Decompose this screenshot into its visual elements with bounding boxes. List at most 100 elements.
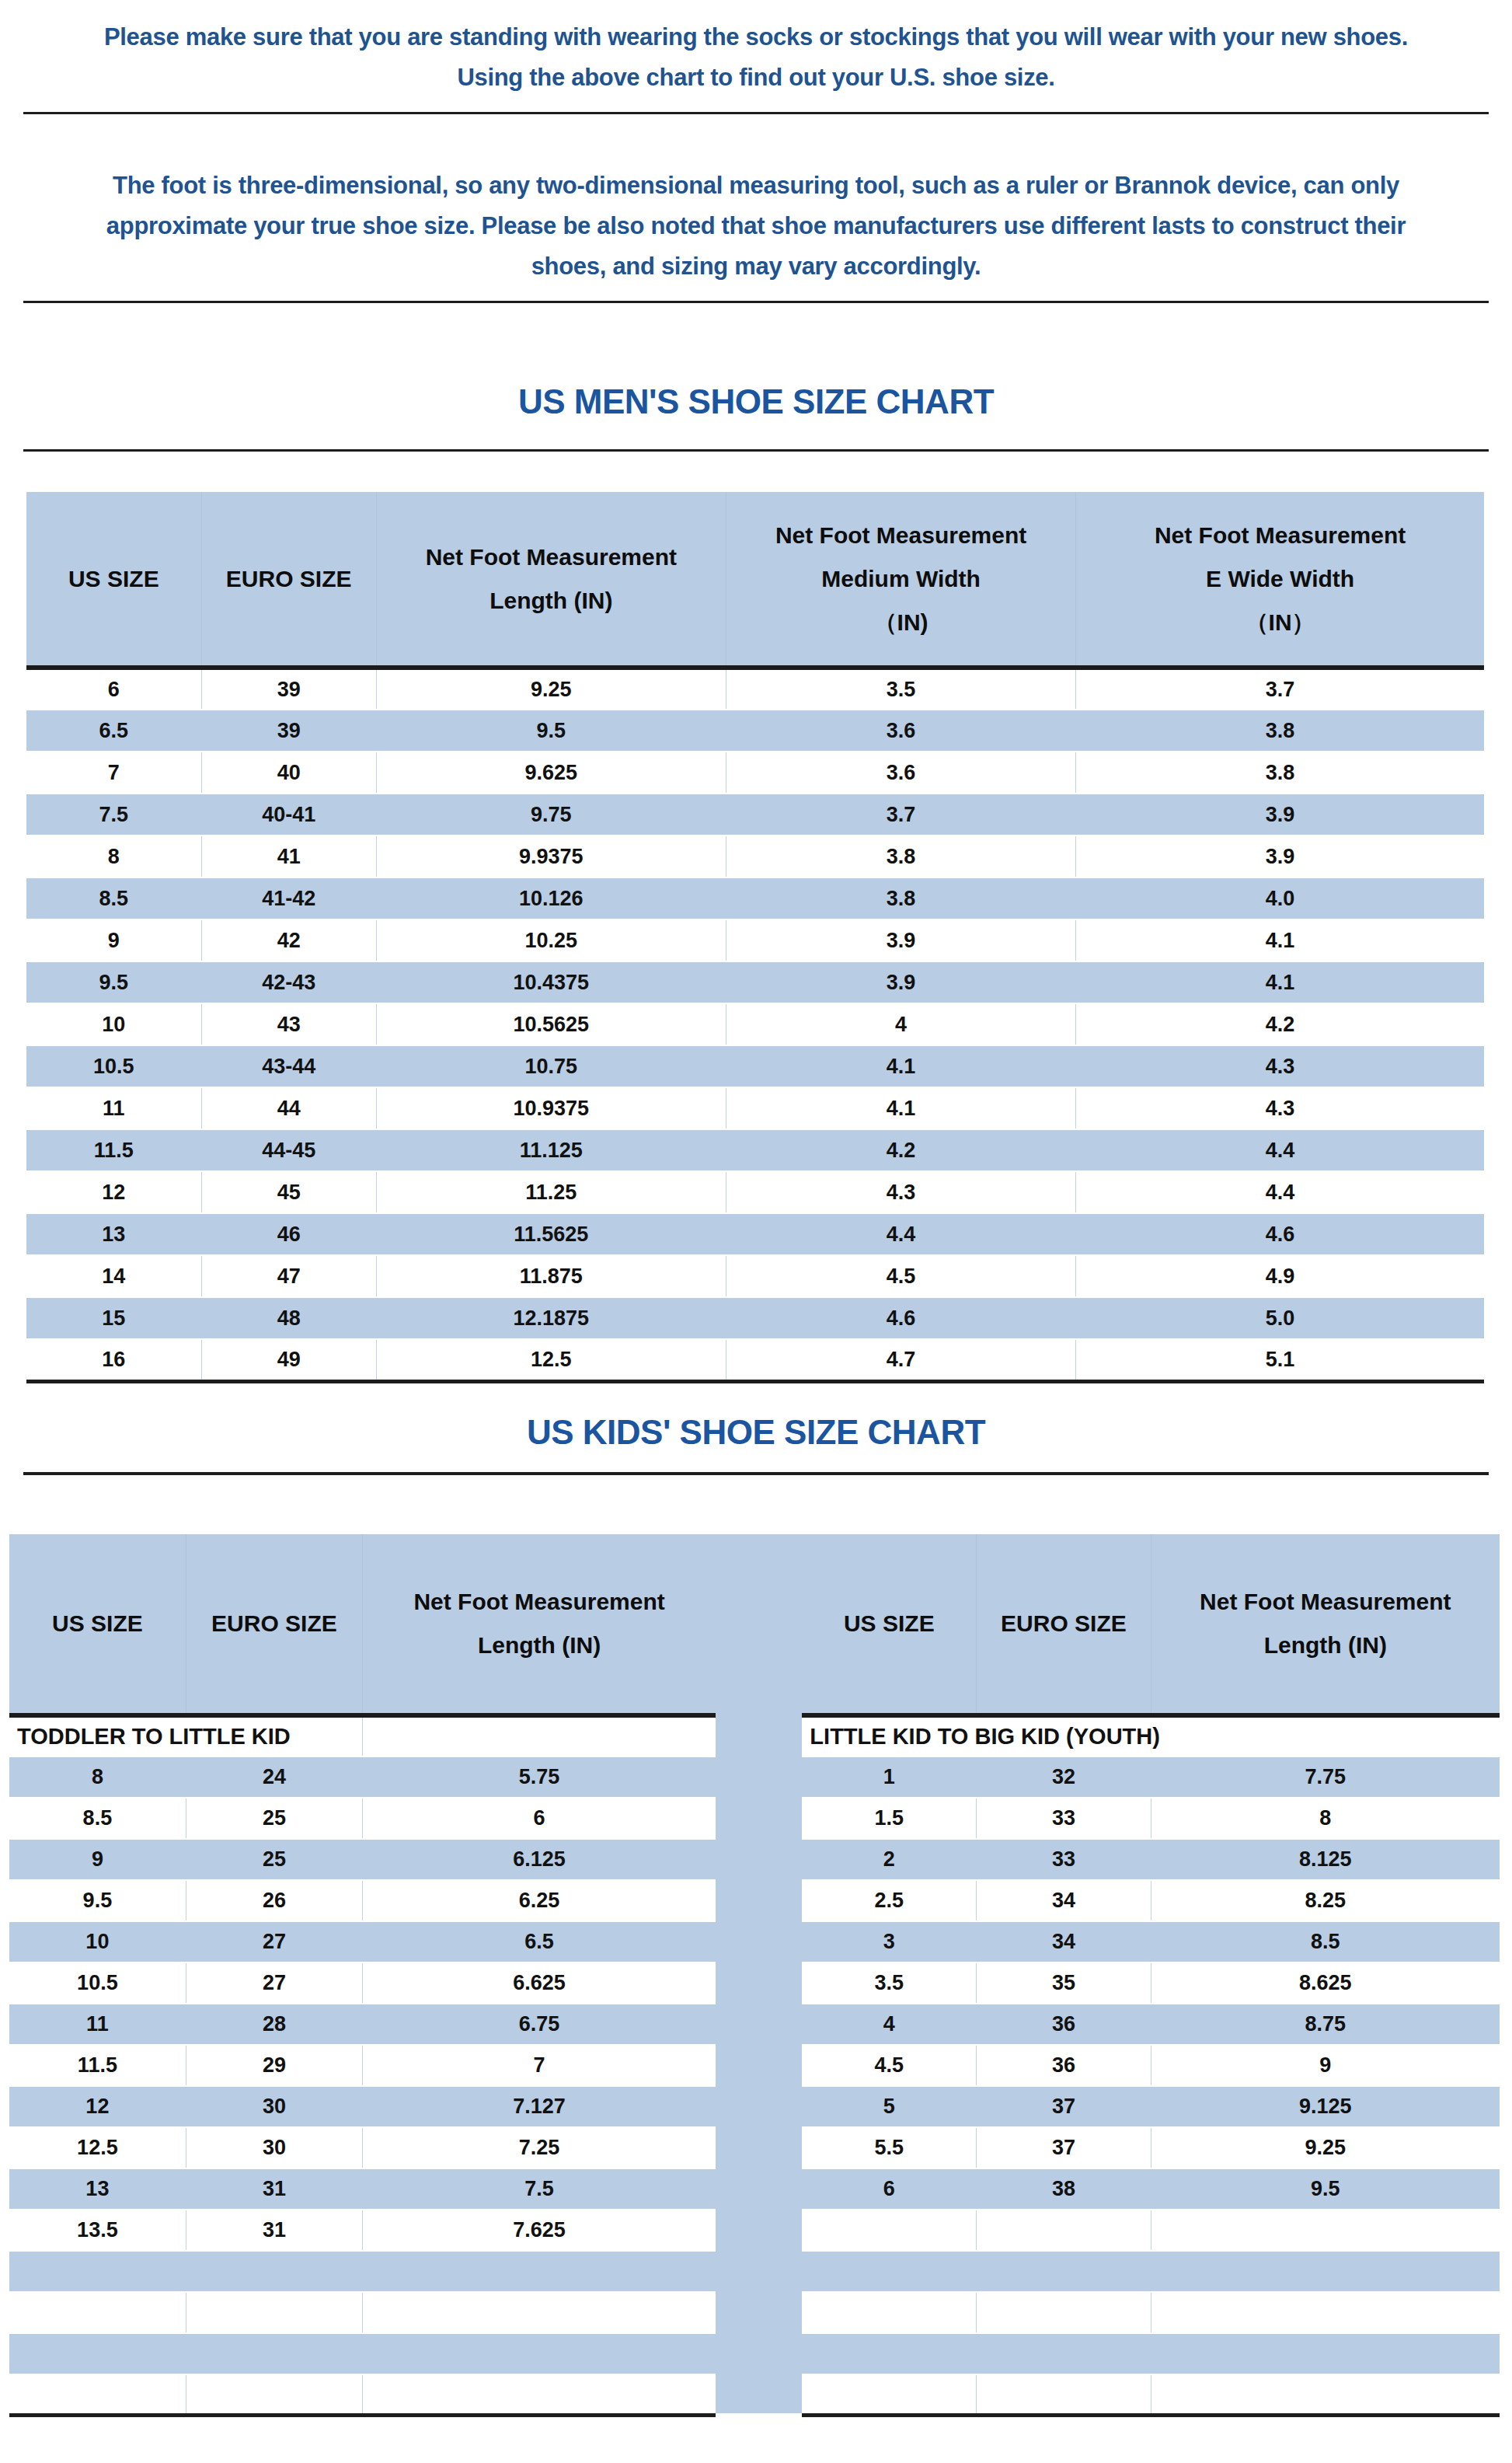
table-cell: 4.7 bbox=[726, 1339, 1075, 1381]
table-cell: 8.5 bbox=[26, 877, 201, 919]
table-cell: 25 bbox=[186, 1839, 362, 1880]
column-header: Net Foot Measurement E Wide Width （IN） bbox=[1076, 492, 1484, 668]
table-row: 6389.5 bbox=[802, 2168, 1500, 2210]
table-cell: 10.25 bbox=[376, 919, 726, 961]
table-cell bbox=[977, 2251, 1151, 2292]
table-cell: 3.7 bbox=[1076, 668, 1484, 710]
table-cell: 36 bbox=[977, 2004, 1151, 2045]
section-divider-line bbox=[23, 1472, 1489, 1475]
table-row: 7409.6253.63.8 bbox=[26, 752, 1484, 794]
table-row bbox=[802, 2374, 1500, 2416]
table-cell: 9 bbox=[9, 1839, 186, 1880]
table-row: 13.5317.625 bbox=[9, 2210, 716, 2251]
table-cell bbox=[1151, 2374, 1500, 2416]
table-cell: 8.125 bbox=[1151, 1839, 1500, 1880]
column-header: US SIZE bbox=[26, 492, 201, 668]
table-cell: 8.75 bbox=[1151, 2004, 1500, 2045]
mens-chart-title: US MEN'S SHOE SIZE CHART bbox=[0, 382, 1512, 421]
table-cell: 3.8 bbox=[1076, 710, 1484, 752]
table-cell: 12.5 bbox=[9, 2127, 186, 2168]
table-cell: 4.2 bbox=[726, 1129, 1075, 1171]
table-cell: 1.5 bbox=[802, 1798, 976, 1839]
table-cell: 9.5 bbox=[9, 1880, 186, 1921]
kids-right-section-row: LITTLE KID TO BIG KID (YOUTH) bbox=[802, 1715, 1500, 1757]
table-cell: 11.5625 bbox=[376, 1213, 726, 1255]
table-cell: 11.125 bbox=[376, 1129, 726, 1171]
column-header: Net Foot Measurement Length (IN) bbox=[363, 1534, 716, 1715]
table-row: 1.5338 bbox=[802, 1798, 1500, 1839]
table-row bbox=[9, 2333, 716, 2374]
table-cell: 3.8 bbox=[1076, 752, 1484, 794]
mens-size-table-container: US SIZEEURO SIZENet Foot Measurement Len… bbox=[26, 492, 1484, 1383]
table-row: 5379.125 bbox=[802, 2086, 1500, 2127]
table-row: 3.5358.625 bbox=[802, 1962, 1500, 2004]
table-cell: 7.5 bbox=[363, 2168, 716, 2210]
table-cell: 43-44 bbox=[201, 1045, 376, 1087]
table-row: 4.5369 bbox=[802, 2045, 1500, 2086]
table-cell: 7.5 bbox=[26, 794, 201, 836]
table-cell bbox=[363, 2292, 716, 2333]
section-divider-line bbox=[23, 449, 1489, 452]
table-cell: 3.9 bbox=[1076, 794, 1484, 836]
table-cell: 8.625 bbox=[1151, 1962, 1500, 2004]
table-cell: 44-45 bbox=[201, 1129, 376, 1171]
table-row: 12.5307.25 bbox=[9, 2127, 716, 2168]
table-cell: 9.25 bbox=[376, 668, 726, 710]
table-row: 6399.253.53.7 bbox=[26, 668, 1484, 710]
mens-size-table: US SIZEEURO SIZENet Foot Measurement Len… bbox=[26, 492, 1484, 1383]
kids-toddler-size-table: US SIZEEURO SIZENet Foot Measurement Len… bbox=[9, 1534, 716, 2418]
kids-left-section-row: TODDLER TO LITTLE KID bbox=[9, 1715, 716, 1757]
table-cell: 39 bbox=[201, 710, 376, 752]
table-cell: 44 bbox=[201, 1087, 376, 1129]
table-cell: 4.3 bbox=[1076, 1045, 1484, 1087]
table-row: 154812.18754.65.0 bbox=[26, 1297, 1484, 1339]
column-header: EURO SIZE bbox=[977, 1534, 1151, 1715]
table-cell: 14 bbox=[26, 1255, 201, 1297]
table-cell: 11.25 bbox=[376, 1171, 726, 1213]
table-cell: 4 bbox=[802, 2004, 976, 2045]
table-row bbox=[9, 2251, 716, 2292]
table-cell: 4.2 bbox=[1076, 1003, 1484, 1045]
table-row: 10.5276.625 bbox=[9, 1962, 716, 2004]
table-cell bbox=[9, 2374, 186, 2416]
table-cell: 8.25 bbox=[1151, 1880, 1500, 1921]
table-cell: 47 bbox=[201, 1255, 376, 1297]
table-cell: 8 bbox=[26, 836, 201, 877]
table-cell: 6 bbox=[802, 2168, 976, 2210]
table-cell: 12.1875 bbox=[376, 1297, 726, 1339]
table-cell: 4.6 bbox=[1076, 1213, 1484, 1255]
table-cell: 31 bbox=[186, 2210, 362, 2251]
table-cell: 33 bbox=[977, 1839, 1151, 1880]
table-cell: 2.5 bbox=[802, 1880, 976, 1921]
table-cell: 11.5 bbox=[9, 2045, 186, 2086]
table-cell bbox=[977, 2292, 1151, 2333]
table-cell: 10.5 bbox=[9, 1962, 186, 2004]
table-cell: 9 bbox=[26, 919, 201, 961]
table-cell bbox=[363, 2374, 716, 2416]
table-cell bbox=[9, 2292, 186, 2333]
table-row: 94210.253.94.1 bbox=[26, 919, 1484, 961]
table-cell: 3.7 bbox=[726, 794, 1075, 836]
table-row: 8245.75 bbox=[9, 1757, 716, 1798]
kids-size-tables-container: US SIZEEURO SIZE Net Foot Measurement Len… bbox=[9, 1534, 1500, 2418]
column-header: EURO SIZE bbox=[201, 492, 376, 668]
table-cell: 10.5625 bbox=[376, 1003, 726, 1045]
table-row: 144711.8754.54.9 bbox=[26, 1255, 1484, 1297]
table-cell: 38 bbox=[977, 2168, 1151, 2210]
table-cell: 42 bbox=[201, 919, 376, 961]
table-cell: 9.625 bbox=[376, 752, 726, 794]
table-cell: 9.5 bbox=[376, 710, 726, 752]
table-row: 7.540-419.753.73.9 bbox=[26, 794, 1484, 836]
table-row: 11.544-4511.1254.24.4 bbox=[26, 1129, 1484, 1171]
column-header: US SIZE bbox=[802, 1534, 976, 1715]
table-cell: 4.4 bbox=[1076, 1171, 1484, 1213]
mens-header-row: US SIZEEURO SIZENet Foot Measurement Len… bbox=[26, 492, 1484, 668]
table-row: 5.5379.25 bbox=[802, 2127, 1500, 2168]
table-cell bbox=[977, 2210, 1151, 2251]
table-row bbox=[9, 2374, 716, 2416]
table-cell: 16 bbox=[26, 1339, 201, 1381]
table-row bbox=[802, 2251, 1500, 2292]
table-cell: 13 bbox=[9, 2168, 186, 2210]
table-cell: 4 bbox=[726, 1003, 1075, 1045]
table-row bbox=[802, 2333, 1500, 2374]
